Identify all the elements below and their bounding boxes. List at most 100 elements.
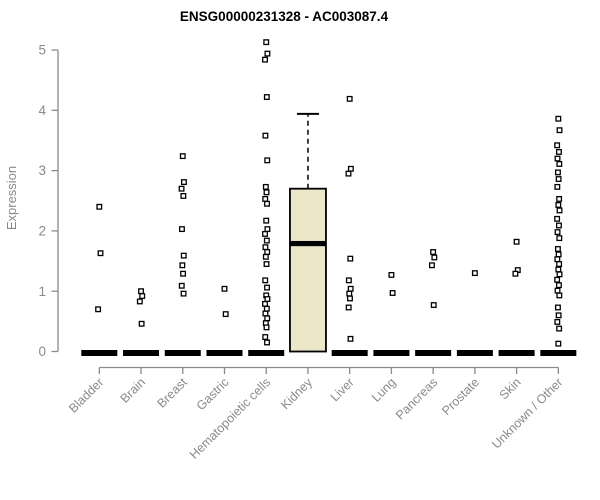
data-point-hematopoietic-cells bbox=[262, 195, 269, 202]
data-point-hematopoietic-cells bbox=[264, 315, 271, 322]
data-point-breast bbox=[180, 252, 187, 259]
data-point-unknown-other bbox=[556, 325, 563, 332]
zero-median-bar-pancreas bbox=[415, 350, 452, 356]
data-point-hematopoietic-cells bbox=[263, 217, 270, 224]
data-point-unknown-other bbox=[554, 155, 561, 162]
data-point-hematopoietic-cells bbox=[263, 237, 270, 244]
x-tick-label-prostate: Prostate bbox=[439, 375, 482, 418]
data-point-unknown-other bbox=[556, 292, 563, 299]
data-point-hematopoietic-cells bbox=[263, 39, 270, 46]
data-point-lung bbox=[389, 290, 396, 296]
data-point-pancreas bbox=[430, 302, 437, 309]
data-point-unknown-other bbox=[556, 271, 563, 278]
data-point-hematopoietic-cells bbox=[262, 244, 269, 251]
y-tick-label-5: 5 bbox=[38, 43, 46, 58]
data-point-hematopoietic-cells bbox=[263, 305, 270, 312]
data-point-unknown-other bbox=[555, 312, 562, 319]
data-point-unknown-other bbox=[554, 304, 561, 311]
data-point-breast bbox=[180, 270, 187, 277]
data-point-lung bbox=[388, 271, 395, 278]
x-tick-label-brain: Brain bbox=[118, 375, 149, 406]
data-point-liver bbox=[347, 295, 353, 302]
x-tick-label-lung: Lung bbox=[369, 375, 399, 405]
data-point-liver bbox=[345, 170, 352, 177]
data-point-hematopoietic-cells bbox=[263, 324, 270, 331]
data-point-unknown-other bbox=[555, 282, 562, 289]
data-point-skin bbox=[512, 270, 519, 277]
data-point-hematopoietic-cells bbox=[262, 334, 269, 340]
data-point-hematopoietic-cells bbox=[262, 56, 268, 63]
box-kidney bbox=[289, 187, 327, 353]
data-point-unknown-other bbox=[554, 256, 561, 263]
data-point-breast bbox=[181, 179, 187, 186]
data-point-unknown-other bbox=[554, 215, 561, 222]
data-point-hematopoietic-cells bbox=[264, 249, 271, 255]
zero-median-bar-breast bbox=[164, 350, 201, 356]
data-point-pancreas bbox=[431, 254, 438, 261]
chart-title: ENSG00000231328 - AC003087.4 bbox=[180, 9, 389, 24]
y-axis-title: Expression bbox=[4, 166, 19, 230]
data-point-unknown-other bbox=[555, 266, 562, 273]
zero-median-bar-lung bbox=[373, 350, 410, 356]
zero-median-bar-prostate bbox=[456, 350, 493, 356]
data-point-unknown-other bbox=[555, 202, 562, 208]
data-point-breast bbox=[179, 226, 185, 233]
zero-median-bar-bladder bbox=[81, 350, 118, 356]
data-point-liver bbox=[346, 290, 353, 297]
y-tick-label-4: 4 bbox=[38, 103, 46, 118]
data-point-hematopoietic-cells bbox=[262, 310, 269, 317]
data-point-liver bbox=[347, 255, 354, 262]
data-point-bladder bbox=[96, 203, 103, 210]
data-point-hematopoietic-cells bbox=[262, 132, 269, 139]
data-point-hematopoietic-cells bbox=[264, 284, 270, 291]
data-point-breast bbox=[178, 185, 185, 192]
data-point-liver bbox=[345, 304, 352, 311]
data-point-unknown-other bbox=[556, 161, 563, 167]
data-point-gastric bbox=[222, 311, 229, 318]
x-tick-label-bladder: Bladder bbox=[66, 375, 106, 415]
data-point-unknown-other bbox=[554, 287, 561, 294]
y-tick-label-0: 0 bbox=[38, 344, 46, 359]
median-line-kidney bbox=[289, 240, 326, 247]
data-point-unknown-other bbox=[556, 207, 563, 214]
data-point-hematopoietic-cells bbox=[264, 50, 271, 57]
data-point-brain bbox=[139, 293, 146, 299]
data-point-unknown-other bbox=[554, 229, 561, 236]
data-point-unknown-other bbox=[554, 246, 561, 252]
data-point-hematopoietic-cells bbox=[264, 339, 270, 346]
data-point-unknown-other bbox=[555, 115, 562, 122]
data-point-unknown-other bbox=[554, 183, 561, 190]
data-point-hematopoietic-cells bbox=[263, 94, 270, 100]
data-point-hematopoietic-cells bbox=[262, 277, 269, 284]
data-point-unknown-other bbox=[556, 261, 563, 268]
data-point-unknown-other bbox=[555, 148, 562, 155]
data-point-liver bbox=[347, 165, 354, 172]
data-point-brain bbox=[138, 288, 144, 295]
data-point-hematopoietic-cells bbox=[262, 230, 268, 237]
data-point-unknown-other bbox=[555, 176, 562, 182]
data-point-breast bbox=[179, 262, 186, 269]
data-point-bladder bbox=[97, 250, 104, 257]
data-point-hematopoietic-cells bbox=[262, 253, 269, 260]
data-point-liver bbox=[347, 335, 354, 342]
zero-median-bar-unknown-other bbox=[540, 350, 577, 356]
data-point-bladder bbox=[95, 306, 102, 313]
data-point-liver bbox=[346, 95, 353, 102]
zero-median-bar-brain bbox=[123, 350, 160, 356]
data-point-hematopoietic-cells bbox=[262, 183, 269, 190]
data-point-breast bbox=[180, 290, 187, 297]
data-point-hematopoietic-cells bbox=[263, 261, 270, 268]
data-point-breast bbox=[179, 153, 186, 160]
zero-median-bar-gastric bbox=[206, 350, 243, 356]
data-point-brain bbox=[138, 320, 145, 327]
data-point-hematopoietic-cells bbox=[264, 200, 270, 207]
data-point-hematopoietic-cells bbox=[264, 157, 271, 164]
x-tick-label-pancreas: Pancreas bbox=[393, 375, 440, 422]
data-point-unknown-other bbox=[554, 169, 561, 176]
y-tick-label-3: 3 bbox=[38, 163, 46, 178]
x-tick-label-unknown-other: Unknown / Other bbox=[489, 375, 565, 451]
zero-median-bar-skin bbox=[498, 350, 535, 356]
data-point-unknown-other bbox=[555, 222, 562, 229]
data-point-skin bbox=[513, 238, 520, 245]
